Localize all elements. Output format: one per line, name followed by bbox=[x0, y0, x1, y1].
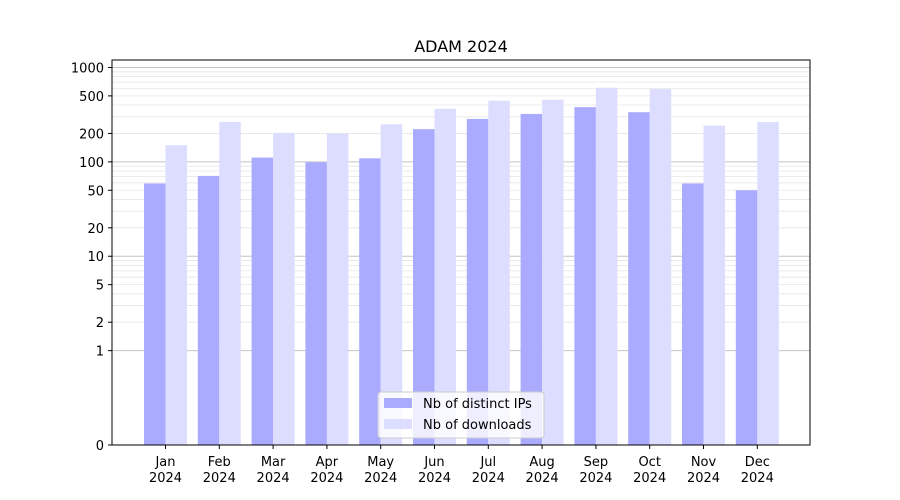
y-tick-label: 200 bbox=[79, 127, 104, 142]
y-tick-label: 2 bbox=[96, 316, 104, 331]
x-tick-label-year: 2024 bbox=[418, 471, 451, 486]
y-tick-label: 50 bbox=[87, 184, 104, 199]
y-tick-label: 0 bbox=[96, 439, 104, 454]
distinct-ips-bar bbox=[628, 112, 650, 445]
y-tick-label: 1 bbox=[96, 345, 104, 360]
x-tick-label-year: 2024 bbox=[687, 471, 720, 486]
x-tick-label-year: 2024 bbox=[203, 471, 236, 486]
x-tick-label-month: Sep bbox=[584, 455, 609, 470]
downloads-bar bbox=[434, 108, 456, 446]
x-axis: Jan2024Feb2024Mar2024Apr2024May2024Jun20… bbox=[149, 445, 774, 486]
y-tick-label: 500 bbox=[79, 90, 104, 105]
distinct-ips-bar bbox=[574, 107, 596, 445]
x-tick-label-year: 2024 bbox=[741, 471, 774, 486]
x-tick-label-month: May bbox=[367, 455, 394, 470]
x-tick-label-year: 2024 bbox=[149, 471, 182, 486]
plot-area-frame bbox=[111, 59, 811, 446]
distinct-ips-bar bbox=[197, 175, 220, 445]
downloads-bar bbox=[542, 99, 564, 445]
distinct-ips-bar bbox=[251, 157, 274, 446]
x-tick-label-year: 2024 bbox=[633, 471, 666, 486]
chart-title: ADAM 2024 bbox=[414, 37, 508, 56]
downloads-bar bbox=[165, 145, 187, 445]
downloads-bar bbox=[703, 125, 725, 445]
x-tick-label-month: Feb bbox=[208, 455, 231, 470]
x-tick-label-year: 2024 bbox=[472, 471, 505, 486]
legend-label-distinct-ips: Nb of distinct IPs bbox=[423, 397, 532, 412]
x-tick-label-year: 2024 bbox=[579, 471, 612, 486]
downloads-bar bbox=[595, 87, 618, 445]
y-tick-label: 5 bbox=[96, 279, 104, 294]
y-tick-label: 100 bbox=[79, 156, 104, 171]
x-tick-label-month: Jan bbox=[154, 455, 175, 470]
downloads-bar bbox=[757, 122, 779, 445]
distinct-ips-bar bbox=[359, 158, 381, 445]
legend: Nb of distinct IPs Nb of downloads bbox=[377, 391, 545, 439]
y-tick-label: 20 bbox=[87, 222, 104, 237]
x-tick-label-month: Dec bbox=[745, 455, 770, 470]
x-tick-label-month: Nov bbox=[691, 455, 717, 470]
x-tick-label-month: Jun bbox=[423, 455, 444, 470]
distinct-ips-bar bbox=[735, 190, 758, 445]
x-tick-label-month: Mar bbox=[261, 455, 286, 470]
legend-swatch-distinct-ips bbox=[384, 398, 412, 408]
y-tick-label: 1000 bbox=[71, 61, 104, 76]
downloads-bar bbox=[326, 133, 349, 445]
downloads-bar bbox=[219, 121, 241, 445]
x-tick-label-month: Oct bbox=[638, 455, 660, 470]
distinct-ips-bar bbox=[413, 129, 435, 445]
legend-swatch-downloads bbox=[384, 419, 412, 429]
bars-layer bbox=[144, 87, 779, 446]
distinct-ips-bar bbox=[520, 113, 543, 445]
x-tick-label-year: 2024 bbox=[526, 471, 559, 486]
distinct-ips-bar bbox=[305, 162, 327, 445]
x-tick-label-year: 2024 bbox=[364, 471, 397, 486]
legend-label-downloads: Nb of downloads bbox=[423, 418, 532, 433]
y-tick-label: 10 bbox=[87, 250, 104, 265]
distinct-ips-bar bbox=[466, 118, 489, 446]
distinct-ips-bar bbox=[144, 183, 166, 446]
y-axis: 0 1 2 5 10 20 50 100 200 500 1000 bbox=[71, 61, 112, 454]
x-tick-label-month: Apr bbox=[316, 455, 339, 470]
x-tick-label-month: Aug bbox=[529, 455, 554, 470]
distinct-ips-bar bbox=[682, 183, 704, 446]
x-tick-label-year: 2024 bbox=[257, 471, 290, 486]
x-tick-label-month: Jul bbox=[479, 455, 496, 470]
x-tick-label-year: 2024 bbox=[310, 471, 343, 486]
downloads-bar bbox=[380, 124, 403, 446]
downloads-bar bbox=[649, 89, 672, 445]
downloads-bar bbox=[273, 132, 295, 445]
downloads-bar bbox=[488, 100, 510, 446]
legend-box bbox=[377, 391, 545, 439]
